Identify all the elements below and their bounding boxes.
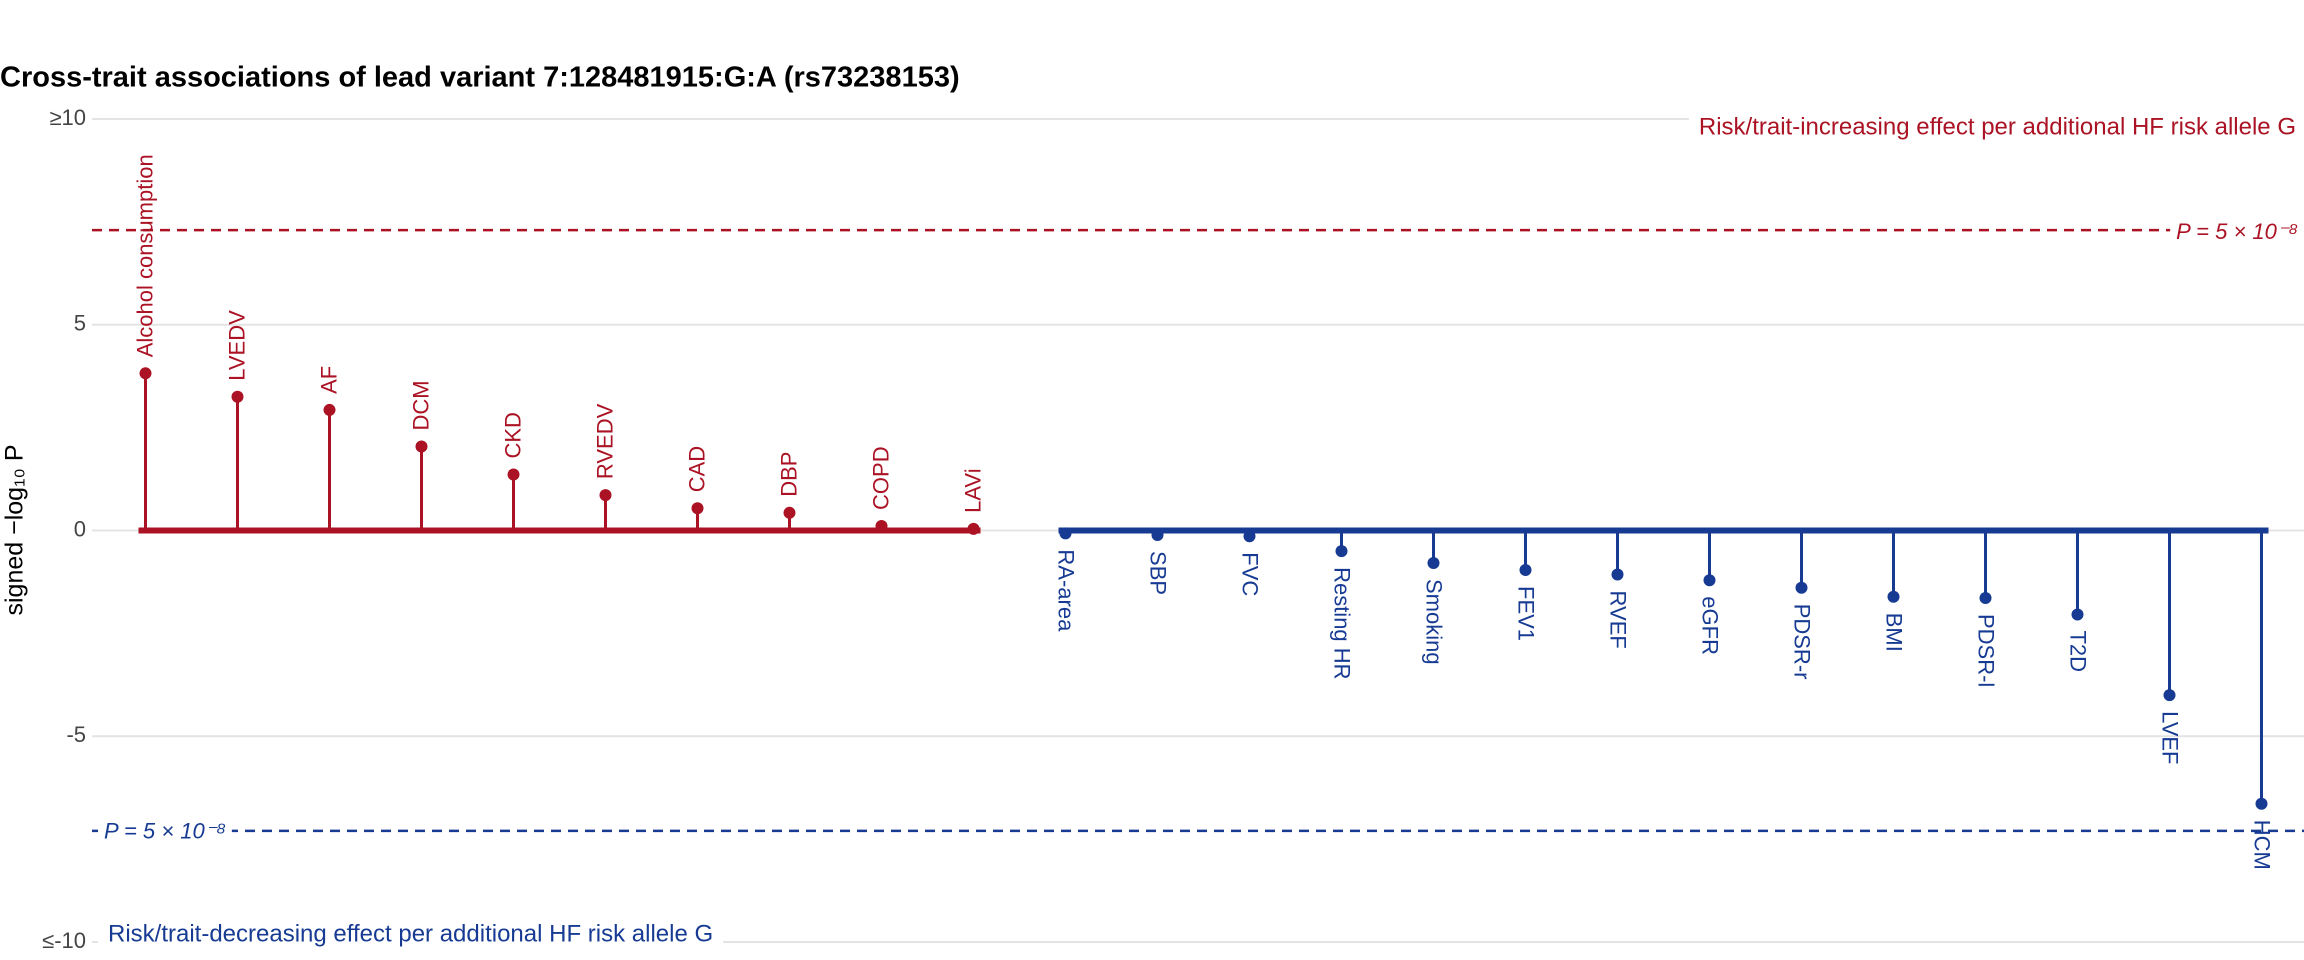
label-background [98,818,232,844]
y-tick-label: -5 [66,722,86,747]
category-label: FVC [1238,552,1263,596]
category-label: eGFR [1698,596,1723,655]
category-label: T2D [2066,630,2091,672]
dot [1519,564,1532,577]
category-label: AF [316,366,341,394]
category-label: BMI [1882,613,1907,652]
category-label: RVEF [1606,591,1631,649]
label-background [2170,218,2304,244]
chart-title: Cross-trait associations of lead variant… [0,62,960,94]
dot [1243,530,1256,543]
dot [967,522,980,535]
dot [139,367,152,380]
category-label: DCM [408,380,433,430]
category-label: Resting HR [1330,567,1355,679]
category-label: RA-area [1054,549,1079,632]
category-label: FEV1 [1514,586,1539,641]
y-tick-label: ≤-10 [42,928,86,953]
category-label: PDSR-r [1790,604,1815,680]
category-label: RVEDV [592,403,617,479]
category-label: HCM [2250,820,2275,870]
dot [1979,591,1992,604]
dot [2163,689,2176,702]
dot [599,489,612,502]
dot [1427,557,1440,570]
annotation: Risk/trait-decreasing effect per additio… [108,920,713,947]
category-label: CKD [500,412,525,458]
threshold-label: P = 5 × 10⁻⁸ [104,819,226,844]
label-background [98,920,724,948]
dot [2071,608,2084,621]
category-label: CAD [684,446,709,492]
category-label: Smoking [1422,579,1447,665]
threshold-label: P = 5 × 10⁻⁸ [2176,219,2298,244]
dot [1059,527,1072,540]
category-label: SBP [1146,551,1171,595]
dot [1611,568,1624,581]
y-tick-label: 5 [74,311,86,336]
annotation: Risk/trait-increasing effect per additio… [1699,113,2296,140]
category-label: Alcohol consumption [132,154,157,357]
dot [415,440,428,453]
dot [231,390,244,403]
y-axis-title: signed −log₁₀ P [1,444,29,615]
category-label: PDSR-l [1974,614,1999,687]
y-tick-label: ≥10 [49,105,86,130]
category-label: COPD [868,446,893,510]
label-background [1688,113,2304,141]
dot [2255,797,2268,810]
dot [323,403,336,416]
dot [1335,545,1348,558]
dot [875,519,888,532]
dot [1887,590,1900,603]
category-label: DBP [776,452,801,497]
dot [691,502,704,515]
dot [1795,581,1808,594]
dot [783,506,796,519]
dot [1151,529,1164,542]
dot [1703,574,1716,587]
category-label: LVEDV [224,310,249,381]
category-label: LVEF [2158,711,2183,764]
dot [507,468,520,481]
category-label: LAVi [960,468,985,512]
y-tick-label: 0 [74,516,86,541]
